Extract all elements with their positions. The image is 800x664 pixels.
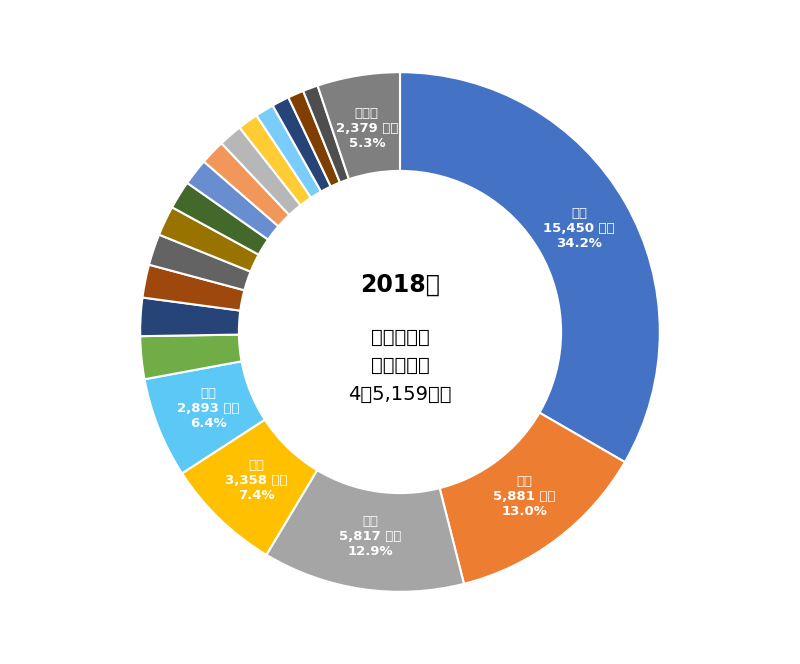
Text: 訪日外国人
旅行消費額
4兆5,159億円: 訪日外国人 旅行消費額 4兆5,159億円: [348, 327, 452, 404]
Wedge shape: [172, 183, 268, 255]
Wedge shape: [182, 420, 317, 555]
Wedge shape: [140, 297, 240, 336]
Wedge shape: [266, 470, 464, 592]
Wedge shape: [204, 143, 290, 226]
Text: 香港
3,358 億円
7.4%: 香港 3,358 億円 7.4%: [226, 459, 288, 502]
Wedge shape: [400, 72, 660, 462]
Wedge shape: [440, 412, 625, 584]
Wedge shape: [222, 127, 301, 215]
Wedge shape: [140, 335, 242, 379]
Text: 2018年: 2018年: [360, 273, 440, 297]
Text: 中国
15,450 億円
34.2%: 中国 15,450 億円 34.2%: [543, 207, 614, 250]
Wedge shape: [288, 91, 340, 187]
Text: 韓国
5,881 億円
13.0%: 韓国 5,881 億円 13.0%: [494, 475, 556, 518]
Wedge shape: [273, 98, 330, 192]
Text: 米国
2,893 億円
6.4%: 米国 2,893 億円 6.4%: [177, 387, 239, 430]
Text: 台湾
5,817 億円
12.9%: 台湾 5,817 億円 12.9%: [339, 515, 401, 558]
Text: その他
2,379 億円
5.3%: その他 2,379 億円 5.3%: [336, 107, 398, 149]
Wedge shape: [142, 265, 245, 311]
Wedge shape: [187, 161, 278, 240]
Wedge shape: [240, 116, 311, 205]
Wedge shape: [318, 72, 400, 179]
Wedge shape: [303, 86, 349, 183]
Wedge shape: [145, 361, 265, 473]
Wedge shape: [257, 106, 321, 198]
Wedge shape: [149, 234, 250, 290]
Wedge shape: [159, 207, 258, 272]
